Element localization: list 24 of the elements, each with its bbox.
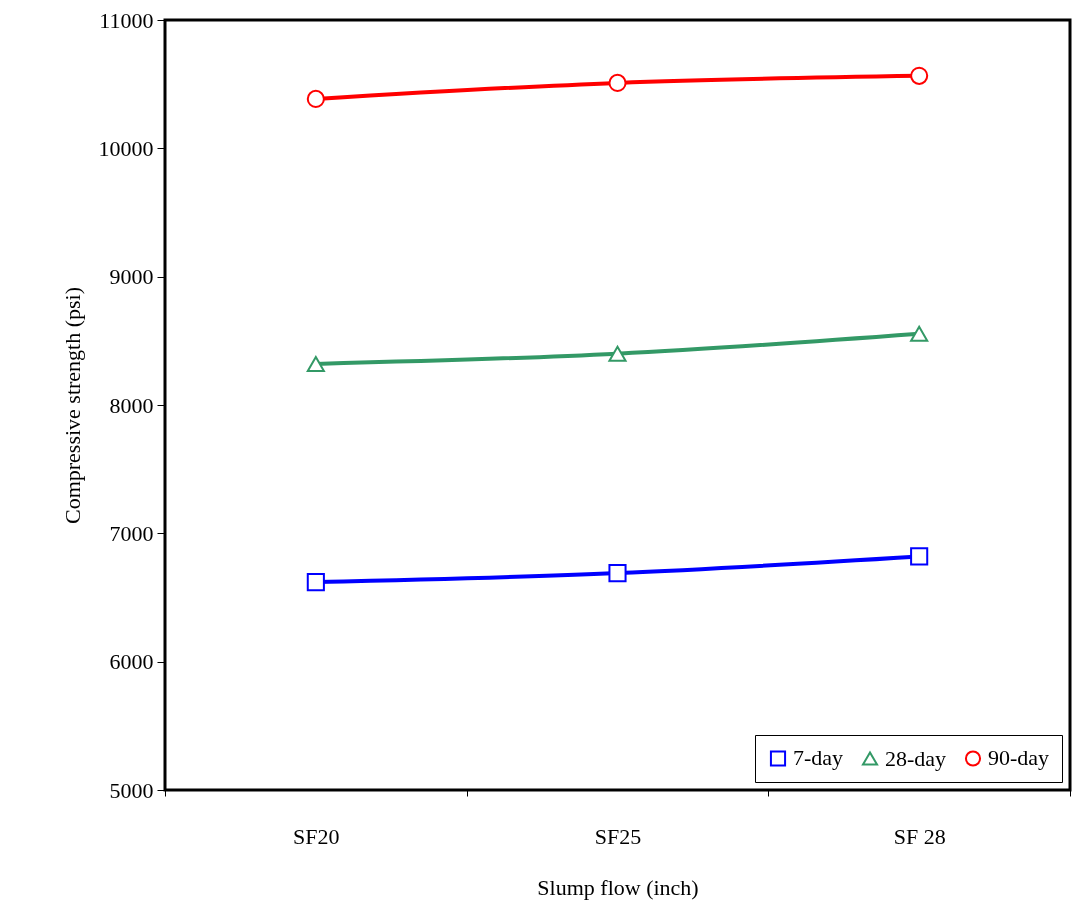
point — [910, 547, 929, 566]
y-axis-title: Compressive strength (psi) — [59, 286, 85, 525]
y-tick-label: 11000 — [99, 7, 154, 33]
x-tick-label: SF20 — [293, 823, 340, 849]
point — [910, 66, 929, 85]
y-tick-label: 10000 — [98, 135, 154, 161]
legend-label: 28-day — [885, 745, 947, 771]
y-tick-label: 5000 — [109, 777, 154, 803]
point — [306, 89, 325, 108]
point — [306, 355, 325, 372]
point — [910, 325, 929, 342]
x-tick-label: SF 28 — [893, 823, 946, 849]
y-tick-label: 9000 — [109, 264, 154, 290]
x-tick-label: SF25 — [594, 823, 642, 849]
y-tick-label: 7000 — [109, 520, 154, 546]
legend-label: 7-day — [793, 745, 844, 771]
point — [306, 573, 325, 592]
x-axis-title: Slump flow (inch) — [537, 874, 699, 900]
point — [608, 345, 627, 362]
y-tick-label: 6000 — [109, 649, 154, 675]
legend-label: 90-day — [988, 745, 1050, 771]
y-tick-label: 8000 — [109, 392, 154, 418]
point — [608, 564, 627, 583]
point — [608, 73, 627, 92]
